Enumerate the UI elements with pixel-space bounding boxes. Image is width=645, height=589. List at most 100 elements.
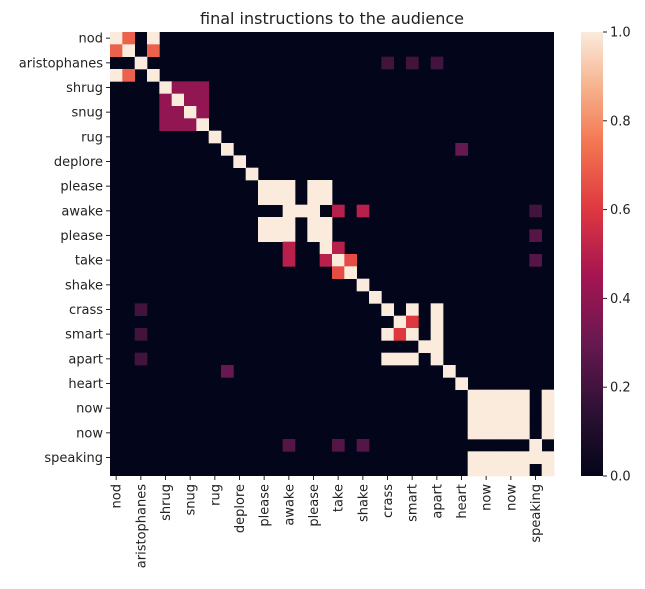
x-tick-label: smart bbox=[406, 484, 421, 522]
heatmap-cell bbox=[455, 143, 469, 156]
heatmap-cell bbox=[492, 451, 506, 465]
heatmap-cell bbox=[541, 389, 555, 403]
heatmap-cell bbox=[122, 44, 136, 58]
heatmap-cell bbox=[430, 315, 444, 329]
heatmap-cell bbox=[406, 328, 419, 341]
heatmap-cell bbox=[406, 352, 419, 366]
heatmap-cell bbox=[196, 118, 210, 132]
x-tick-label: take bbox=[332, 484, 347, 512]
x-tick-label: shrug bbox=[159, 484, 174, 521]
heatmap-cell bbox=[529, 254, 543, 267]
heatmap-cell bbox=[504, 463, 518, 477]
heatmap-cell bbox=[517, 451, 530, 465]
heatmap-cell bbox=[159, 118, 173, 132]
x-tick-label: rug bbox=[208, 484, 223, 506]
x-tick-label: crass bbox=[381, 484, 396, 518]
heatmap-cell bbox=[467, 426, 481, 440]
heatmap-cell bbox=[319, 254, 333, 267]
heatmap-cell bbox=[319, 229, 333, 243]
heatmap-cell bbox=[221, 143, 234, 156]
heatmap-cell bbox=[480, 463, 493, 477]
y-tick-label: please bbox=[60, 180, 103, 195]
y-tick-label: nod bbox=[79, 32, 103, 47]
heatmap-cell bbox=[332, 439, 345, 452]
x-tick-label: please bbox=[307, 484, 322, 527]
heatmap-cell bbox=[430, 340, 444, 354]
heatmap-cell bbox=[504, 426, 518, 440]
heatmap-cell bbox=[319, 217, 333, 230]
y-tick-label: rug bbox=[81, 130, 103, 145]
heatmap-cell bbox=[221, 365, 234, 378]
heatmap-cell bbox=[492, 402, 506, 415]
heatmap-cell bbox=[147, 69, 160, 82]
heatmap-cell bbox=[332, 204, 345, 218]
heatmap-cell bbox=[480, 451, 493, 465]
heatmap-cell bbox=[282, 180, 296, 193]
heatmap-cell bbox=[332, 254, 345, 267]
heatmap-cell bbox=[171, 93, 185, 107]
heatmap-cell bbox=[258, 180, 271, 193]
heatmap-cell bbox=[467, 414, 481, 428]
heatmap-cell bbox=[529, 439, 543, 452]
heatmap-cell bbox=[270, 180, 284, 193]
heatmap-cell bbox=[245, 167, 259, 181]
heatmap-cell bbox=[282, 217, 296, 230]
heatmap-cell bbox=[467, 402, 481, 415]
heatmap-cell bbox=[455, 377, 469, 391]
y-tick-label: please bbox=[60, 229, 103, 244]
y-tick-label: snug bbox=[71, 106, 103, 121]
heatmap-cell bbox=[393, 315, 407, 329]
heatmap-cell bbox=[307, 229, 321, 243]
heatmap-cell bbox=[159, 93, 173, 107]
heatmap-cell bbox=[381, 303, 395, 317]
heatmap-cell bbox=[344, 266, 358, 280]
heatmap-cell bbox=[233, 155, 247, 169]
y-tick-label: speaking bbox=[44, 451, 103, 466]
heatmap-cell bbox=[430, 56, 444, 70]
colorbar-tick-label: 0.0 bbox=[610, 470, 631, 485]
heatmap-cell bbox=[406, 56, 419, 70]
heatmap-cell bbox=[381, 56, 395, 70]
heatmap-cell bbox=[332, 241, 345, 255]
heatmap-cell bbox=[529, 451, 543, 465]
heatmap-cell bbox=[184, 81, 197, 95]
heatmap-cell bbox=[307, 217, 321, 230]
heatmap-cell bbox=[122, 32, 136, 45]
heatmap-cell bbox=[480, 402, 493, 415]
heatmap-cell bbox=[184, 106, 197, 119]
heatmap-cell bbox=[307, 180, 321, 193]
heatmap-cell bbox=[134, 352, 148, 366]
heatmap-cell bbox=[319, 241, 333, 255]
heatmap-cell bbox=[307, 192, 321, 206]
y-tick-label: shrug bbox=[66, 81, 103, 96]
heatmap-cell bbox=[122, 69, 136, 82]
heatmap-cell bbox=[319, 180, 333, 193]
heatmap-cell bbox=[270, 229, 284, 243]
heatmap-cell bbox=[517, 463, 530, 477]
x-tick-label: please bbox=[258, 484, 273, 527]
heatmap-cell bbox=[492, 414, 506, 428]
y-tick-label: deplore bbox=[54, 155, 103, 170]
heatmap-cell bbox=[541, 451, 555, 465]
colorbar-tick-label: 0.6 bbox=[610, 203, 631, 218]
heatmap-cell bbox=[529, 204, 543, 218]
heatmap-cell bbox=[171, 118, 185, 132]
heatmap-cell bbox=[541, 463, 555, 477]
x-tick-label: now bbox=[504, 484, 519, 511]
heatmap-cell bbox=[517, 389, 530, 403]
heatmap-cell bbox=[504, 402, 518, 415]
heatmap-cell bbox=[369, 291, 382, 304]
y-tick-label: aristophanes bbox=[19, 56, 103, 71]
x-tick-label: now bbox=[480, 484, 495, 511]
heatmap-cell bbox=[134, 56, 148, 70]
x-tick-label: snug bbox=[184, 484, 199, 516]
heatmap-cell bbox=[443, 365, 456, 378]
heatmap-cell bbox=[517, 414, 530, 428]
heatmap-cell bbox=[430, 328, 444, 341]
heatmap-cell bbox=[258, 192, 271, 206]
heatmap-cells bbox=[110, 32, 555, 477]
heatmap-cell bbox=[282, 241, 296, 255]
x-tick-label: awake bbox=[282, 484, 297, 526]
x-tick-label: shake bbox=[356, 484, 371, 522]
